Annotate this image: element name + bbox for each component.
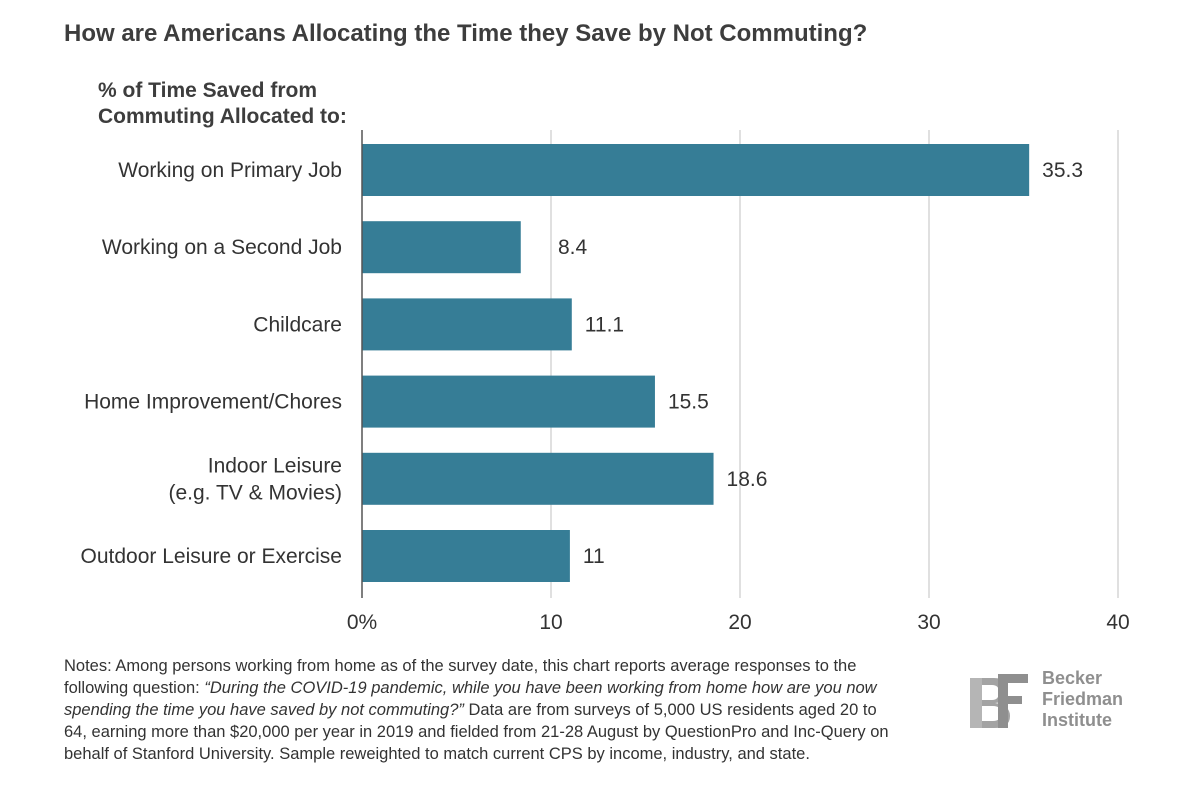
bar	[362, 221, 521, 274]
y-axis-title-line-1: % of Time Saved from	[98, 79, 318, 102]
value-label: 8.4	[558, 236, 588, 259]
category-label: Working on Primary Job	[118, 159, 342, 182]
x-tick-label: 30	[917, 611, 940, 634]
x-tick-label: 20	[728, 611, 751, 634]
notes-question: “During the COVID-19 pandemic, while you…	[64, 679, 877, 719]
labels: 0% 10 20 30 40 Working on Primary Job 35.3 Work…	[81, 159, 1130, 634]
x-tick-label: 10	[539, 611, 562, 634]
value-label: 18.6	[727, 468, 768, 491]
category-label: Indoor Leisure (e.g. TV & Movies)	[169, 454, 343, 504]
category-label: Outdoor Leisure or Exercise	[81, 545, 342, 568]
logo-name-line-3: Institute	[1042, 710, 1112, 730]
logo-name-line-2: Friedman	[1042, 689, 1124, 709]
becker-friedman-logo: Becker Friedman Institute	[968, 668, 1148, 738]
bar	[362, 530, 570, 582]
category-label: Childcare	[253, 313, 342, 336]
notes-suffix: Data are from surveys of 5,000 US reside…	[64, 701, 889, 763]
bar	[362, 144, 1030, 196]
bar	[362, 452, 714, 505]
bf-logo-mark-icon	[970, 674, 1028, 728]
chart-title: How are Americans Allocating the Time th…	[64, 20, 868, 47]
y-axis-title: % of Time Saved from Commuting Allocated…	[98, 78, 347, 130]
bar	[362, 298, 572, 351]
category-label: Home Improvement/Chores	[84, 391, 342, 414]
x-tick-label: 40	[1106, 611, 1129, 634]
x-tick-label: 0%	[347, 611, 377, 634]
notes-prefix: Notes: Among persons working from home a…	[64, 657, 857, 697]
logo-name: Becker Friedman Institute	[1042, 668, 1123, 731]
value-label: 11.1	[585, 313, 624, 336]
logo-name-line-1: Becker	[1042, 668, 1103, 688]
bars	[362, 144, 1030, 582]
value-label: 11	[583, 545, 605, 568]
bar-chart: 0% 10 20 30 40 Working on Primary Job 35.3 Work…	[81, 130, 1130, 634]
category-label: Working on a Second Job	[102, 236, 342, 259]
y-axis-title-line-2: Commuting Allocated to:	[98, 105, 347, 128]
bar	[362, 375, 655, 428]
value-label: 35.3	[1042, 159, 1083, 182]
chart-notes: Notes: Among persons working from home a…	[64, 655, 904, 765]
gridlines	[550, 130, 1119, 598]
value-label: 15.5	[668, 391, 709, 414]
